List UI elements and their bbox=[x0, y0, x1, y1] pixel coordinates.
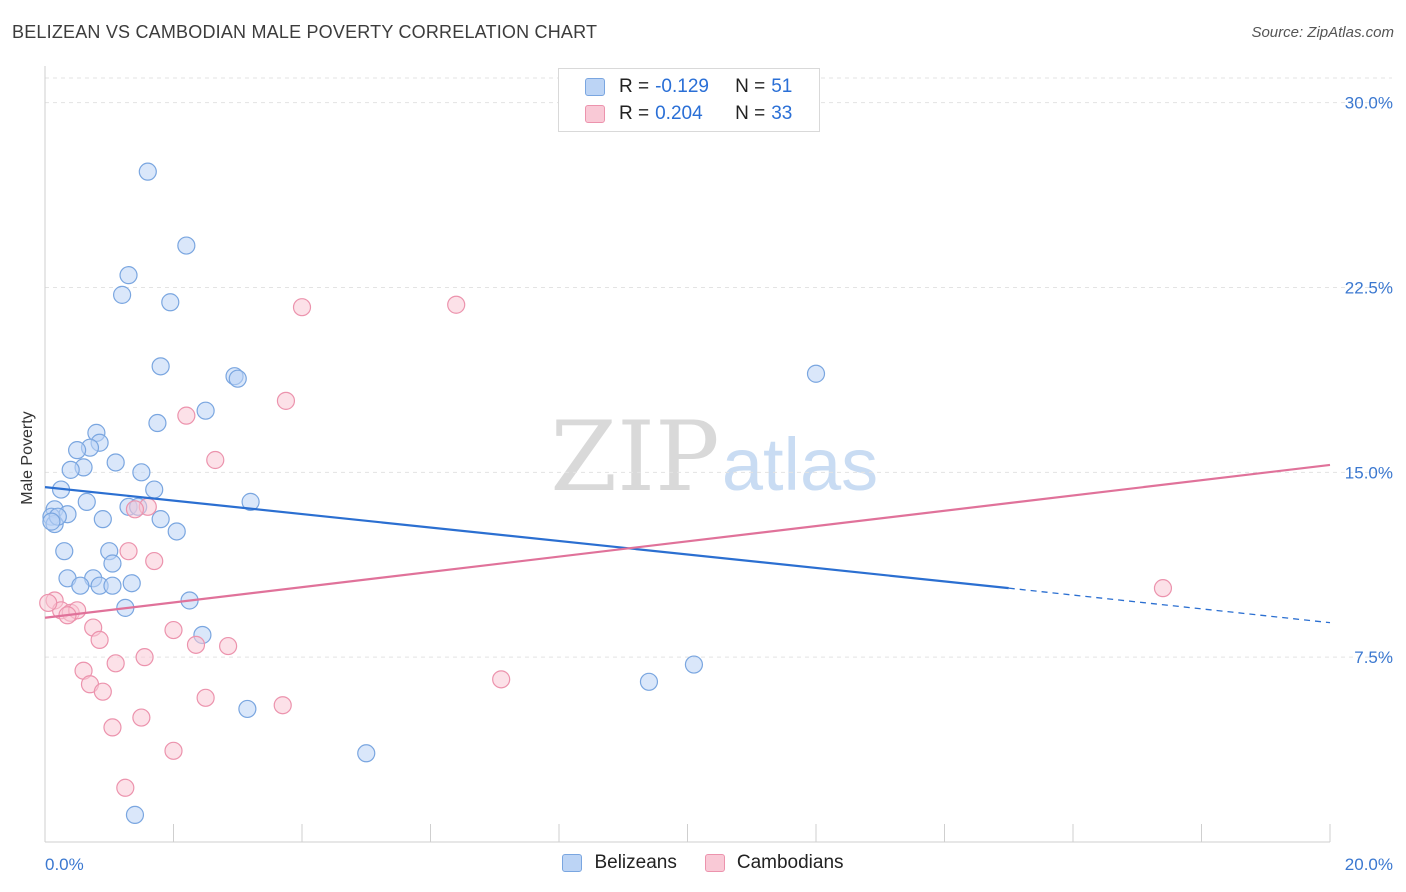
data-point bbox=[55, 542, 74, 561]
data-point bbox=[186, 635, 206, 654]
data-point bbox=[125, 500, 145, 519]
watermark-zip: ZIP bbox=[550, 401, 719, 513]
series-legend-cambodians[interactable]: Cambodians bbox=[704, 852, 844, 874]
data-point bbox=[151, 510, 170, 529]
data-point bbox=[42, 512, 61, 531]
data-point bbox=[106, 453, 125, 472]
legend-swatch-pink bbox=[585, 105, 605, 123]
data-point bbox=[292, 298, 312, 317]
data-point bbox=[164, 620, 183, 640]
data-point bbox=[112, 285, 132, 304]
series-swatch-blue bbox=[562, 854, 583, 872]
data-point bbox=[177, 406, 196, 425]
legend-r-label: R = bbox=[619, 76, 650, 97]
watermark-atlas: atlas bbox=[722, 423, 878, 506]
data-point bbox=[161, 293, 180, 312]
data-point bbox=[276, 391, 296, 410]
data-point bbox=[138, 162, 157, 181]
data-point bbox=[116, 778, 135, 797]
source-label: Source: ZipAtlas.com bbox=[1251, 24, 1394, 41]
data-point bbox=[447, 295, 466, 314]
y-tick-label: 22.5% bbox=[1345, 278, 1393, 297]
data-point bbox=[639, 672, 659, 691]
y-tick-label: 7.5% bbox=[1354, 648, 1393, 667]
data-point bbox=[93, 510, 112, 529]
data-point bbox=[132, 708, 151, 727]
series-legend: Belizeans Cambodians bbox=[0, 852, 1406, 874]
trend-line-belizeans-extension bbox=[1008, 587, 1331, 624]
data-point bbox=[684, 655, 704, 674]
data-point bbox=[61, 460, 80, 479]
data-point bbox=[164, 741, 183, 760]
data-point bbox=[492, 670, 511, 689]
data-point bbox=[357, 744, 376, 763]
data-point bbox=[273, 696, 292, 715]
x-tick-label-end: 20.0% bbox=[1345, 855, 1393, 874]
x-tick-label-start: 0.0% bbox=[45, 855, 84, 874]
data-point bbox=[167, 522, 186, 541]
legend-n-value: 51 bbox=[771, 76, 793, 97]
data-point bbox=[206, 450, 225, 470]
data-point bbox=[122, 574, 141, 593]
trend-line-cambodians bbox=[44, 463, 1331, 619]
data-point bbox=[39, 593, 58, 613]
data-point bbox=[106, 654, 125, 673]
data-point bbox=[148, 413, 167, 433]
data-point bbox=[151, 357, 170, 376]
legend-n-label: N = bbox=[735, 103, 766, 124]
legend-swatch-blue bbox=[585, 78, 605, 96]
data-point bbox=[135, 648, 154, 667]
trend-line-belizeans bbox=[44, 486, 1009, 590]
data-point bbox=[238, 699, 257, 719]
series-label-belizeans: Belizeans bbox=[594, 852, 677, 873]
legend-r-value: -0.129 bbox=[655, 76, 709, 97]
data-point bbox=[103, 554, 122, 573]
series-legend-belizeans[interactable]: Belizeans bbox=[562, 852, 677, 874]
data-point bbox=[90, 630, 109, 650]
data-point bbox=[125, 805, 145, 824]
data-point bbox=[241, 492, 260, 511]
series-label-cambodians: Cambodians bbox=[736, 852, 844, 873]
data-point bbox=[196, 688, 215, 707]
data-point bbox=[228, 369, 247, 388]
data-point bbox=[68, 441, 87, 460]
data-point bbox=[71, 576, 90, 595]
data-point bbox=[132, 463, 151, 482]
correlation-legend: R = -0.129 N = 51 R = 0.204 N = 33 bbox=[558, 68, 820, 132]
data-point bbox=[77, 492, 96, 511]
data-point bbox=[806, 364, 826, 383]
data-point bbox=[119, 542, 138, 561]
data-point bbox=[119, 266, 138, 285]
series-swatch-pink bbox=[704, 854, 725, 872]
y-tick-label: 15.0% bbox=[1345, 463, 1393, 482]
chart-title: BELIZEAN VS CAMBODIAN MALE POVERTY CORRE… bbox=[12, 22, 598, 42]
legend-row-belizeans: R = -0.129 N = 51 bbox=[585, 74, 792, 100]
data-point bbox=[103, 718, 122, 737]
data-point bbox=[1153, 579, 1173, 598]
data-point bbox=[93, 682, 112, 701]
data-point bbox=[196, 401, 215, 420]
legend-n-value: 33 bbox=[771, 103, 793, 124]
data-point bbox=[219, 636, 238, 656]
legend-n-label: N = bbox=[735, 76, 766, 97]
legend-r-value: 0.204 bbox=[655, 103, 703, 124]
data-point bbox=[145, 551, 164, 571]
legend-row-cambodians: R = 0.204 N = 33 bbox=[585, 101, 792, 127]
data-point bbox=[145, 480, 164, 499]
data-point bbox=[103, 576, 122, 595]
legend-r-label: R = bbox=[619, 103, 650, 124]
y-tick-label: 30.0% bbox=[1345, 94, 1393, 113]
data-point bbox=[177, 236, 196, 255]
